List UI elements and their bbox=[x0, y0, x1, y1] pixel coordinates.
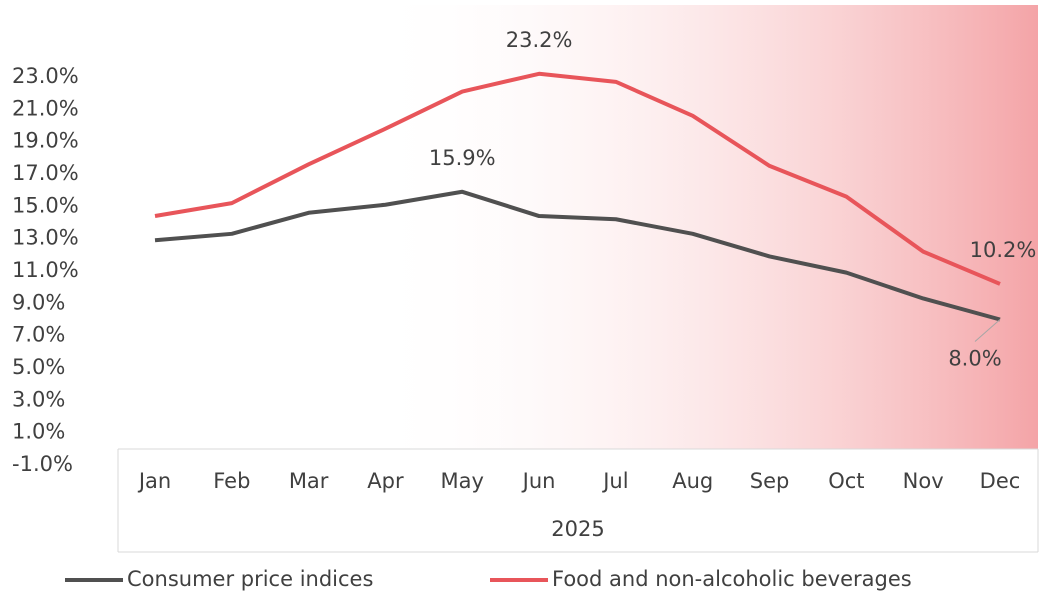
data-label: 23.2% bbox=[506, 28, 573, 52]
y-tick-label: -1.0% bbox=[12, 452, 73, 476]
x-tick-label: Aug bbox=[672, 469, 713, 493]
x-tick-label: Nov bbox=[903, 469, 944, 493]
y-tick-label: 5.0% bbox=[12, 355, 65, 379]
y-tick-label: 1.0% bbox=[12, 420, 65, 444]
category-axis-box bbox=[117, 448, 1039, 553]
legend-label: Food and non-alcoholic beverages bbox=[552, 567, 912, 591]
data-label: 8.0% bbox=[948, 347, 1001, 371]
y-tick-label: 9.0% bbox=[12, 290, 65, 314]
y-tick-label: 17.0% bbox=[12, 161, 79, 185]
x-tick-label: Mar bbox=[289, 469, 329, 493]
group-label: 2025 bbox=[551, 517, 604, 541]
y-tick-label: 7.0% bbox=[12, 323, 65, 347]
x-tick-label: May bbox=[441, 469, 484, 493]
y-tick-label: 21.0% bbox=[12, 96, 79, 120]
y-tick-label: 19.0% bbox=[12, 129, 79, 153]
x-tick-label: Jul bbox=[601, 469, 628, 493]
x-tick-label: Dec bbox=[980, 469, 1021, 493]
y-tick-label: 23.0% bbox=[12, 64, 79, 88]
legend-label: Consumer price indices bbox=[127, 567, 373, 591]
x-tick-label: Jan bbox=[137, 469, 171, 493]
y-tick-label: 3.0% bbox=[12, 387, 65, 411]
y-tick-label: 11.0% bbox=[12, 258, 79, 282]
series-line bbox=[154, 189, 1001, 322]
leader-line bbox=[974, 319, 1001, 342]
x-tick-label: Oct bbox=[828, 469, 864, 493]
series-line bbox=[154, 71, 1001, 286]
x-tick-label: Sep bbox=[750, 469, 790, 493]
x-tick-label: Jun bbox=[521, 469, 556, 493]
data-label: 10.2% bbox=[970, 238, 1037, 262]
y-tick-label: 15.0% bbox=[12, 193, 79, 217]
x-tick-label: Apr bbox=[367, 469, 404, 493]
data-label: 15.9% bbox=[429, 146, 496, 170]
y-tick-label: 13.0% bbox=[12, 226, 79, 250]
x-tick-label: Feb bbox=[213, 469, 250, 493]
